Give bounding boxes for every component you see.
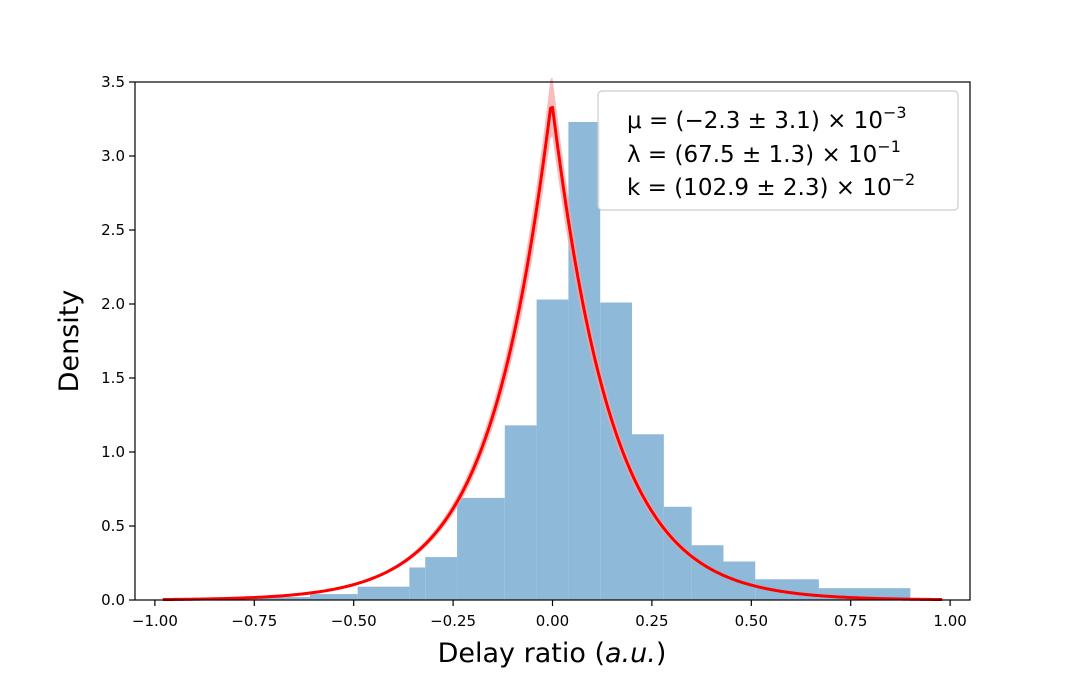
legend: μ = (−2.3 ± 3.1) × 10−3 λ = (67.5 ± 1.3)…: [597, 90, 959, 211]
x-tick-label: 0.25: [635, 612, 668, 630]
histogram-bar: [632, 434, 664, 600]
legend-box: [597, 90, 959, 211]
x-tick-label: 0.75: [834, 612, 867, 630]
histogram-bar: [457, 497, 505, 600]
histogram-bar: [309, 594, 358, 600]
y-tick-label: 3.0: [101, 147, 125, 165]
fit-curve-group: [162, 77, 943, 602]
y-tick-label: 0.5: [101, 517, 125, 535]
x-axis-label: Delay ratio (a.u.): [438, 638, 667, 669]
histogram-bar: [425, 557, 458, 600]
y-axis: 0.0 0.5 1.0 1.5 2.0 2.5 3.0 3.5: [101, 73, 135, 609]
histogram-bar: [409, 567, 426, 600]
y-tick-label: 2.5: [101, 221, 125, 239]
x-tick-label: −0.50: [331, 612, 377, 630]
histogram-bar: [536, 299, 569, 600]
legend-line-lambda: λ = (67.5 ± 1.3) × 10−1: [627, 137, 901, 168]
x-tick-label: 0.00: [536, 612, 569, 630]
legend-line-k: k = (102.9 ± 2.3) × 10−2: [627, 170, 915, 201]
histogram-bar: [818, 588, 911, 600]
histogram-bar: [357, 586, 410, 600]
histogram: [162, 121, 911, 601]
y-tick-label: 1.5: [101, 369, 125, 387]
histogram-bar: [258, 597, 310, 600]
y-axis-label: Density: [54, 290, 85, 393]
y-tick-label: 1.0: [101, 443, 125, 461]
y-tick-label: 0.0: [101, 591, 125, 609]
x-tick-label: 0.50: [735, 612, 768, 630]
y-tick-label: 3.5: [101, 73, 125, 91]
x-tick-label: −1.00: [132, 612, 178, 630]
histogram-bar: [600, 302, 633, 600]
x-axis: −1.00 −0.75 −0.50 −0.25 0.00 0.25 0.50 0.75 1.00: [132, 600, 967, 630]
legend-line-mu: μ = (−2.3 ± 3.1) × 10−3: [627, 103, 907, 134]
x-tick-label: 1.00: [933, 612, 966, 630]
y-tick-label: 2.0: [101, 295, 125, 313]
fit-curve-line: [162, 105, 943, 602]
histogram-bar: [504, 425, 537, 600]
x-tick-label: −0.25: [430, 612, 476, 630]
x-tick-label: −0.75: [231, 612, 277, 630]
